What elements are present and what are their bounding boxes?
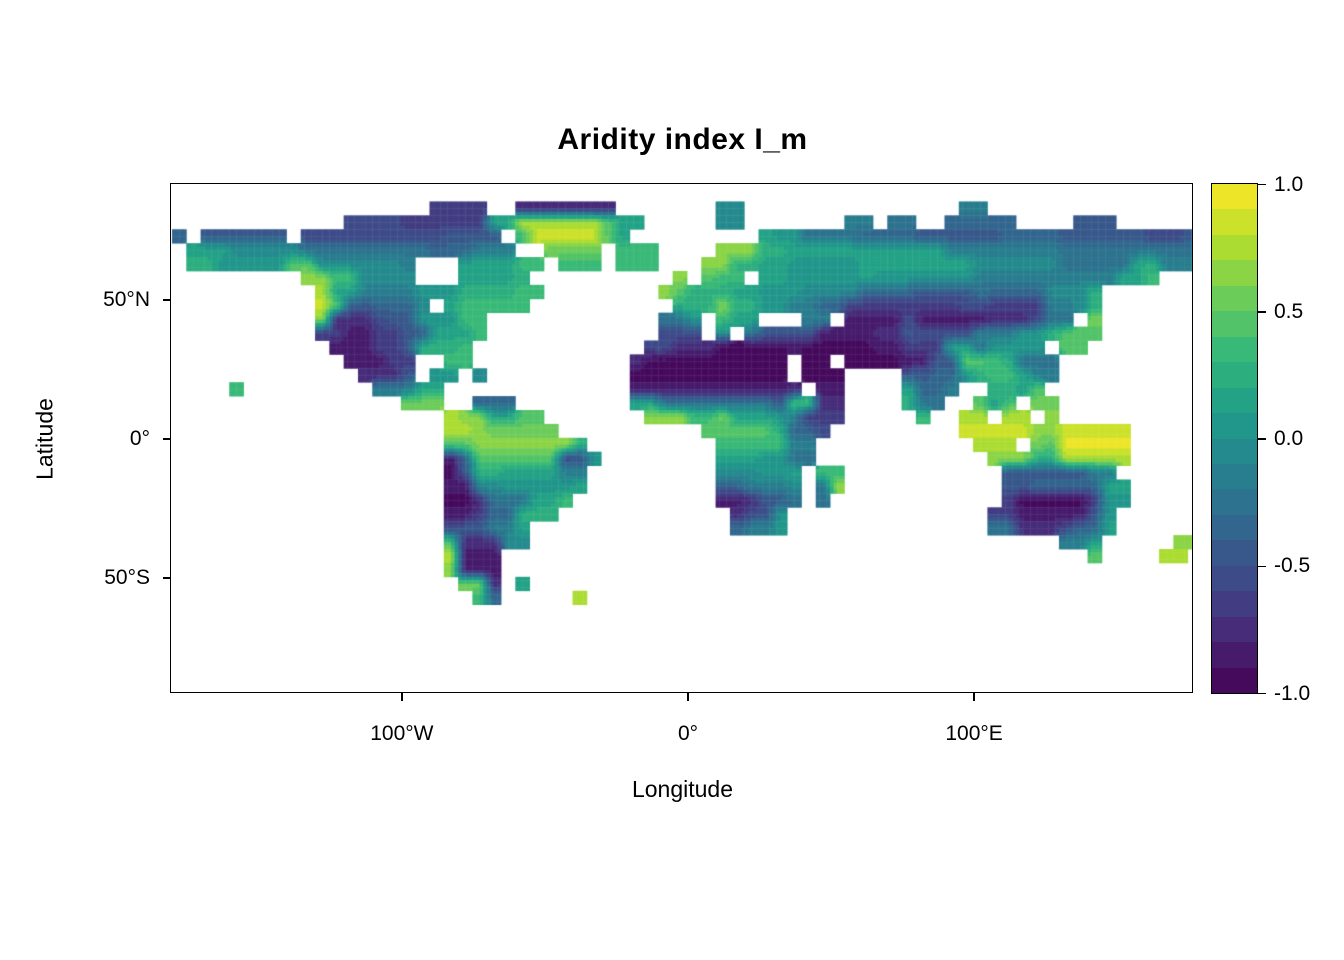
colorbar-tick [1258, 311, 1266, 313]
y-tick [163, 577, 171, 579]
y-tick-label: 50°S [104, 565, 150, 589]
plot-area [170, 183, 1193, 693]
colorbar-band [1212, 642, 1257, 668]
colorbar-tick-label: 0.5 [1274, 299, 1304, 323]
colorbar-band [1212, 667, 1257, 694]
y-tick-label: 50°N [103, 287, 150, 311]
y-tick [163, 299, 171, 301]
colorbar-band [1212, 336, 1257, 363]
colorbar-tick-label: 0.0 [1274, 427, 1304, 450]
y-tick [163, 438, 171, 440]
colorbar-band [1212, 616, 1257, 643]
y-tick-label: 0° [129, 426, 150, 450]
colorbar-band [1212, 591, 1257, 617]
colorbar-tick-label: 1.0 [1274, 172, 1304, 196]
colorbar-band [1212, 209, 1257, 235]
x-tick [401, 693, 403, 701]
colorbar-band [1212, 387, 1257, 414]
x-tick [687, 693, 689, 701]
colorbar-tick-label: -0.5 [1274, 554, 1311, 578]
world-aridity-heatmap [171, 184, 1192, 692]
colorbar-band [1212, 184, 1257, 210]
colorbar [1211, 183, 1258, 694]
colorbar-band [1212, 463, 1257, 490]
colorbar-band [1212, 438, 1257, 464]
colorbar-band [1212, 489, 1257, 515]
colorbar-tick [1258, 183, 1266, 186]
colorbar-tick-label: -1.0 [1274, 681, 1311, 705]
colorbar-band [1212, 362, 1257, 388]
colorbar-band [1212, 565, 1257, 592]
colorbar-tick [1258, 692, 1266, 695]
colorbar-tick [1258, 438, 1266, 440]
colorbar-band [1212, 311, 1257, 337]
x-tick-label: 100°W [370, 722, 434, 745]
colorbar-band [1212, 285, 1257, 312]
colorbar-band [1212, 234, 1257, 261]
colorbar-tick [1258, 565, 1266, 567]
colorbar-band [1212, 514, 1257, 541]
colorbar-band [1212, 540, 1257, 566]
x-axis-title: Longitude [631, 776, 734, 802]
x-tick-label: 100°E [945, 722, 1003, 745]
colorbar-band [1212, 413, 1257, 439]
x-tick-label: 0° [677, 722, 699, 745]
x-tick [973, 693, 975, 701]
chart-title: Aridity index I_m [557, 123, 808, 156]
colorbar-band [1212, 260, 1257, 286]
